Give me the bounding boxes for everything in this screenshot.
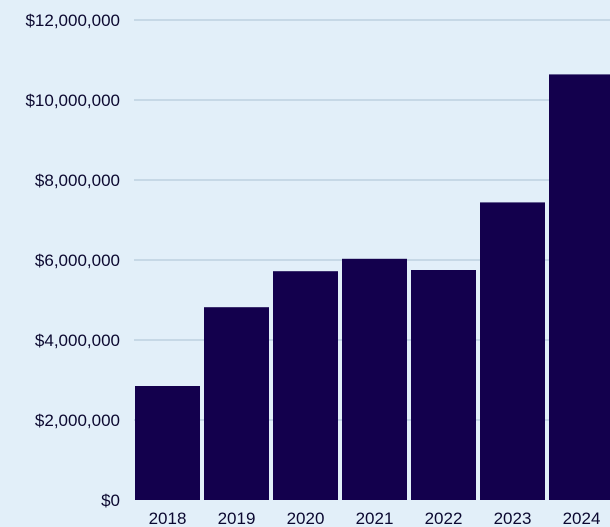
x-tick-label: 2019 — [218, 509, 256, 527]
bar-2018 — [135, 386, 200, 500]
y-tick-label: $8,000,000 — [35, 171, 120, 190]
bars — [135, 74, 610, 501]
y-tick-label: $6,000,000 — [35, 251, 120, 270]
bar-2019 — [204, 307, 269, 500]
y-tick-label: $10,000,000 — [25, 91, 120, 110]
x-tick-label: 2018 — [149, 509, 187, 527]
y-tick-label: $4,000,000 — [35, 331, 120, 350]
x-tick-label: 2023 — [494, 509, 532, 527]
x-tick-label: 2022 — [425, 509, 463, 527]
y-axis-tick-labels: $0 $2,000,000 $4,000,000 $6,000,000 $8,000,0… — [25, 11, 120, 510]
bar-2022 — [411, 270, 476, 500]
y-tick-label: $2,000,000 — [35, 411, 120, 430]
bar-2021 — [342, 258, 407, 500]
y-tick-label: $12,000,000 — [25, 11, 120, 30]
bar-2020 — [273, 271, 338, 500]
y-tick-label: $0 — [101, 491, 120, 510]
x-tick-label: 2021 — [356, 509, 394, 527]
bar-2023 — [480, 202, 545, 500]
x-tick-label: 2020 — [287, 509, 325, 527]
bar-2024 — [549, 74, 610, 501]
x-tick-label: 2024 — [563, 509, 601, 527]
x-axis-tick-labels: 2018 2019 2020 2021 2022 2023 2024 — [149, 509, 601, 527]
